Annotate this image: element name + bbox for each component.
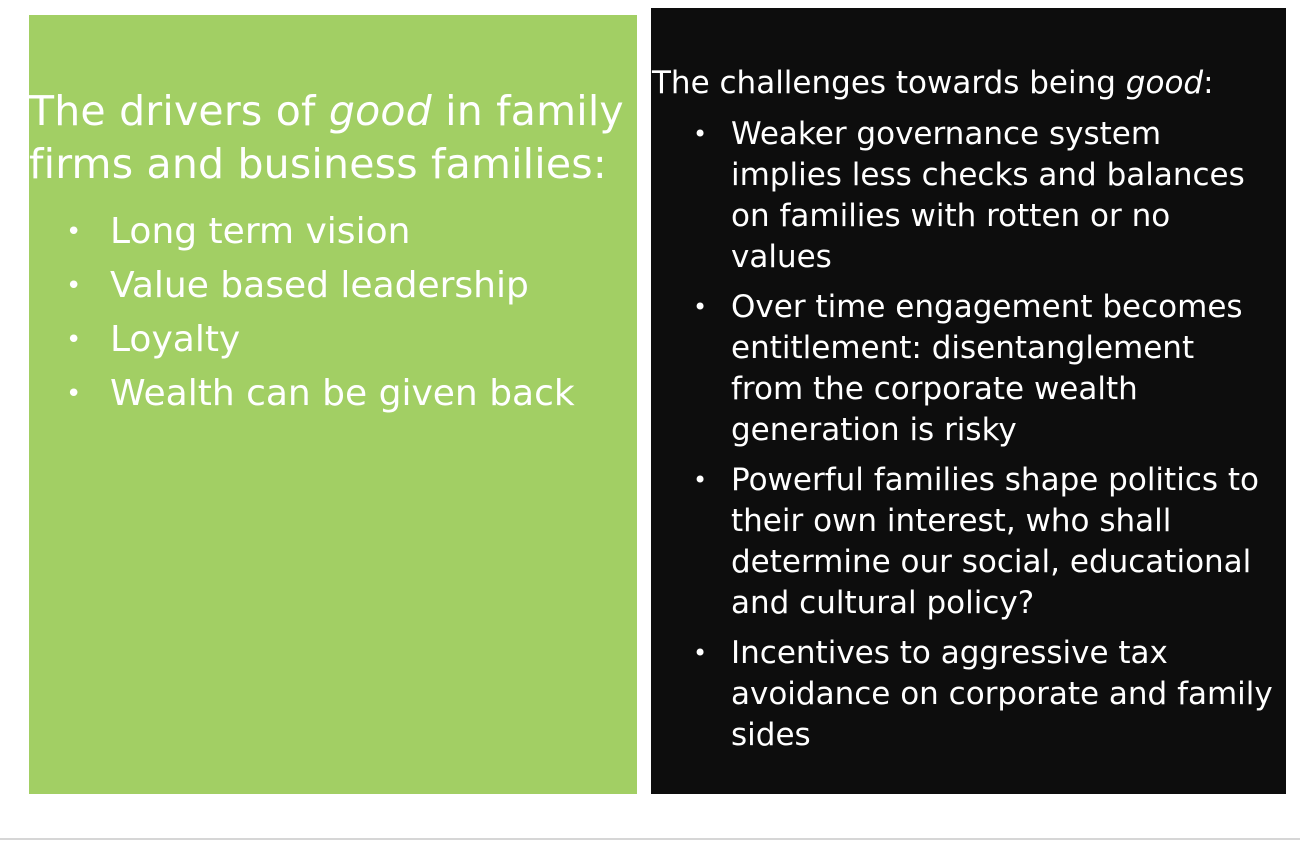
drivers-item-label: Long term vision bbox=[110, 211, 411, 252]
drivers-title-prefix: The drivers of bbox=[29, 87, 329, 135]
challenge-text-line: and cultural policy? bbox=[731, 585, 1035, 621]
challenge-text-line: their own interest, who shall bbox=[731, 503, 1172, 539]
drivers-item-label: Loyalty bbox=[110, 319, 241, 360]
drivers-list-item: • Wealth can be given back bbox=[66, 367, 575, 421]
challenge-text-line: values bbox=[731, 239, 832, 275]
drivers-list: • Long term vision • Value based leadershi… bbox=[66, 205, 575, 421]
challenge-text-line: avoidance on corporate and family bbox=[731, 676, 1273, 712]
drivers-title: The drivers of good in family firms and b… bbox=[29, 85, 637, 191]
challenge-text-line: entitlement: disentanglement bbox=[731, 330, 1195, 366]
challenges-list-item: • Incentives to aggressive tax avoidance… bbox=[693, 633, 1286, 756]
challenges-title-emphasis: good bbox=[1125, 65, 1204, 101]
challenges-list-item: • Powerful families shape politics to th… bbox=[693, 460, 1286, 624]
drivers-title-line2: firms and business families: bbox=[29, 140, 607, 188]
bullet-icon: • bbox=[693, 293, 708, 321]
drivers-list-item: • Value based leadership bbox=[66, 259, 575, 313]
challenge-text-line: Weaker governance system bbox=[731, 116, 1162, 152]
challenge-text-line: generation is risky bbox=[731, 412, 1017, 448]
challenge-text-line: determine our social, educational bbox=[731, 544, 1252, 580]
challenge-text-line: from the corporate wealth bbox=[731, 371, 1138, 407]
drivers-item-label: Value based leadership bbox=[110, 265, 529, 306]
challenge-text-line: Over time engagement becomes bbox=[731, 289, 1243, 325]
challenges-title-suffix: : bbox=[1203, 65, 1214, 101]
bullet-icon: • bbox=[66, 271, 82, 301]
bottom-divider bbox=[0, 838, 1300, 840]
drivers-list-item: • Loyalty bbox=[66, 313, 575, 367]
challenge-text-line: sides bbox=[731, 717, 811, 753]
drivers-panel: The drivers of good in family firms and b… bbox=[29, 15, 637, 794]
bullet-icon: • bbox=[693, 120, 708, 148]
challenges-panel: The challenges towards being good: • Wea… bbox=[651, 8, 1286, 794]
drivers-title-suffix: in family bbox=[431, 87, 624, 135]
challenges-title-prefix: The challenges towards being bbox=[652, 65, 1126, 101]
challenges-title: The challenges towards being good: bbox=[652, 63, 1214, 103]
challenges-list: • Weaker governance system implies less … bbox=[693, 114, 1286, 765]
drivers-item-label: Wealth can be given back bbox=[110, 373, 575, 414]
challenge-text-line: Incentives to aggressive tax bbox=[731, 635, 1168, 671]
drivers-title-emphasis: good bbox=[328, 87, 432, 135]
bullet-icon: • bbox=[66, 379, 82, 409]
bullet-icon: • bbox=[66, 325, 82, 355]
drivers-list-item: • Long term vision bbox=[66, 205, 575, 259]
challenge-text-line: Powerful families shape politics to bbox=[731, 462, 1259, 498]
challenge-text-line: on families with rotten or no bbox=[731, 198, 1171, 234]
bullet-icon: • bbox=[66, 217, 82, 247]
bullet-icon: • bbox=[693, 639, 708, 667]
challenges-list-item: • Weaker governance system implies less … bbox=[693, 114, 1286, 278]
bullet-icon: • bbox=[693, 466, 708, 494]
challenge-text-line: implies less checks and balances bbox=[731, 157, 1245, 193]
challenges-list-item: • Over time engagement becomes entitleme… bbox=[693, 287, 1286, 451]
